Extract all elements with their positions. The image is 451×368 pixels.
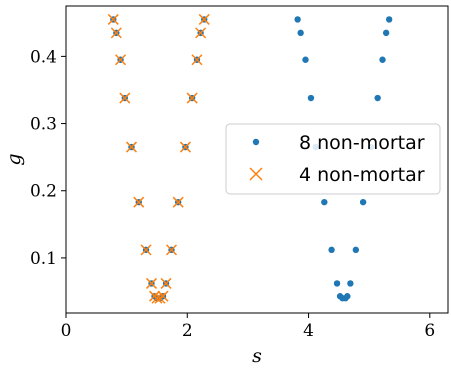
data-point-x bbox=[198, 13, 210, 25]
y-tick-label: 0.2 bbox=[30, 182, 57, 202]
data-point-dot bbox=[302, 56, 309, 63]
data-point-dot bbox=[333, 280, 341, 287]
data-point-dot bbox=[385, 16, 393, 23]
y-tick-label: 0.4 bbox=[30, 47, 57, 67]
data-point-x bbox=[172, 196, 184, 208]
data-point-dot bbox=[359, 198, 367, 206]
data-point-x bbox=[191, 54, 203, 66]
data-point-dot bbox=[352, 246, 360, 254]
data-point-x bbox=[140, 244, 152, 256]
x-tick-label: 2 bbox=[182, 321, 193, 341]
legend-label-8-non-mortar: 8 non-mortar bbox=[299, 132, 425, 154]
data-point-dot bbox=[374, 94, 381, 102]
data-point-dot bbox=[382, 29, 390, 37]
data-point-x bbox=[179, 141, 191, 153]
data-point-dot bbox=[321, 198, 328, 206]
data-point-x bbox=[110, 27, 122, 39]
legend: 8 non-mortar 4 non-mortar bbox=[225, 123, 441, 195]
y-tick-label: 0.1 bbox=[30, 249, 57, 269]
x-axis-label: s bbox=[252, 345, 262, 367]
data-point-x bbox=[133, 196, 145, 208]
legend-marker-dot bbox=[252, 138, 260, 146]
axes-frame bbox=[65, 5, 449, 314]
data-point-dot bbox=[307, 94, 315, 102]
data-point-x bbox=[119, 92, 131, 104]
data-point-dot bbox=[379, 56, 386, 63]
data-point-x bbox=[107, 13, 119, 25]
x-axis: 0 2 4 6 bbox=[61, 313, 435, 341]
data-point-x bbox=[145, 277, 158, 289]
legend-label-4-non-mortar: 4 non-mortar bbox=[299, 164, 425, 186]
data-point-dot bbox=[344, 293, 351, 300]
y-axis-label: g bbox=[3, 153, 25, 165]
data-point-dot bbox=[297, 29, 304, 37]
data-point-dot bbox=[328, 246, 335, 254]
data-point-x bbox=[115, 54, 127, 66]
y-tick-label: 0.3 bbox=[30, 115, 57, 135]
data-point-x bbox=[160, 277, 172, 289]
x-tick-label: 6 bbox=[424, 321, 435, 341]
legend-box bbox=[225, 123, 441, 195]
legend-marker-x bbox=[249, 167, 263, 181]
data-point-x bbox=[157, 290, 169, 302]
data-point-x bbox=[186, 92, 198, 104]
x-tick-label: 0 bbox=[61, 321, 72, 341]
data-point-x bbox=[195, 27, 207, 39]
data-point-dot bbox=[347, 280, 354, 287]
data-point-x bbox=[151, 292, 163, 304]
y-axis: 0.1 0.2 0.3 0.4 bbox=[30, 47, 66, 269]
data-point-x bbox=[125, 141, 138, 153]
plot-area bbox=[107, 13, 393, 304]
data-point-dot bbox=[294, 16, 301, 23]
data-point-x bbox=[165, 244, 178, 256]
x-tick-label: 4 bbox=[303, 321, 314, 341]
